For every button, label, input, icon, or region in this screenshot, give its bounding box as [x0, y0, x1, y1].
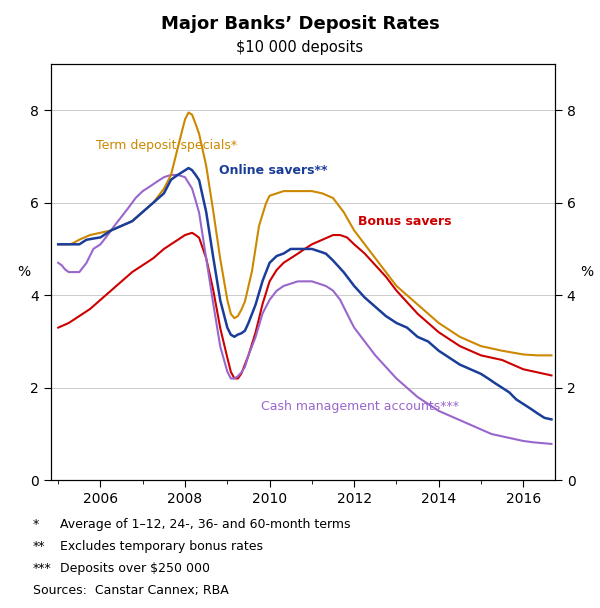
Text: Bonus savers: Bonus savers: [358, 215, 452, 228]
Text: Sources:  Canstar Cannex; RBA: Sources: Canstar Cannex; RBA: [33, 584, 229, 596]
Text: Online savers**: Online savers**: [219, 164, 328, 177]
Text: $10 000 deposits: $10 000 deposits: [236, 40, 364, 55]
Text: *: *: [33, 518, 39, 531]
Text: Cash management accounts***: Cash management accounts***: [261, 400, 459, 413]
Text: Deposits over $250 000: Deposits over $250 000: [60, 562, 210, 575]
Text: Major Banks’ Deposit Rates: Major Banks’ Deposit Rates: [161, 15, 439, 33]
Text: Excludes temporary bonus rates: Excludes temporary bonus rates: [60, 540, 263, 553]
Y-axis label: %: %: [17, 265, 30, 279]
Text: Term deposit specials*: Term deposit specials*: [96, 139, 238, 152]
Text: Average of 1–12, 24-, 36- and 60-month terms: Average of 1–12, 24-, 36- and 60-month t…: [60, 518, 350, 531]
Y-axis label: %: %: [580, 265, 593, 279]
Text: ***: ***: [33, 562, 52, 575]
Text: **: **: [33, 540, 46, 553]
